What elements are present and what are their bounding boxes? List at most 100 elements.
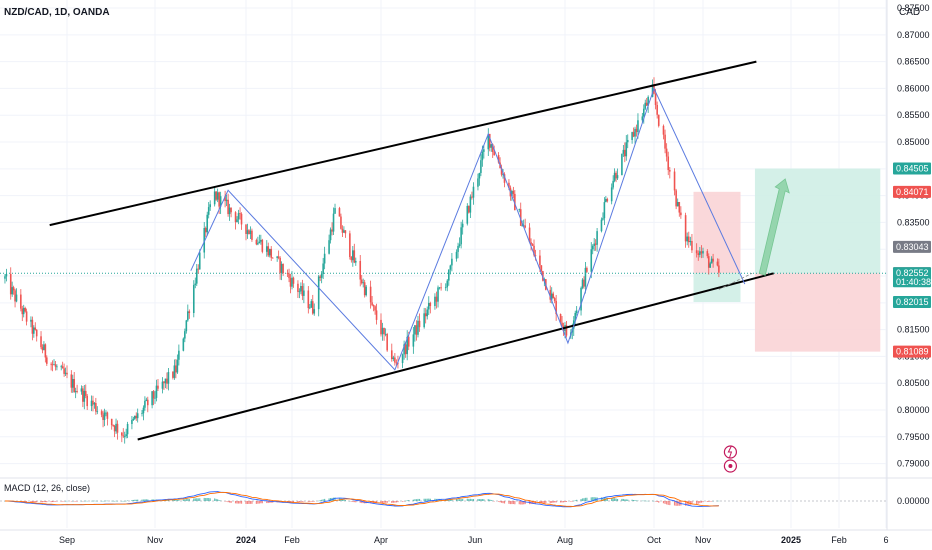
macd-histogram-bar bbox=[193, 498, 195, 501]
macd-histogram-bar bbox=[429, 498, 431, 501]
lightning-glyph-icon bbox=[727, 445, 733, 459]
candle-body bbox=[651, 84, 654, 97]
candle-body bbox=[225, 199, 228, 202]
candle-body bbox=[213, 191, 216, 205]
macd-histogram-bar bbox=[712, 500, 714, 502]
macd-histogram-bar bbox=[457, 499, 459, 501]
macd-histogram-bar bbox=[602, 497, 604, 501]
candle-body bbox=[678, 202, 681, 213]
candle-body bbox=[444, 287, 447, 289]
macd-histogram-bar bbox=[700, 501, 703, 503]
candle-body bbox=[407, 336, 410, 347]
macd-histogram-bar bbox=[224, 501, 226, 502]
candle-body bbox=[631, 132, 633, 140]
macd-histogram-bar bbox=[392, 501, 394, 503]
price-tag-value: 0.82015 bbox=[896, 297, 929, 307]
macd-histogram-bar bbox=[666, 501, 668, 505]
candle-body bbox=[493, 151, 495, 156]
candle-body bbox=[102, 414, 104, 420]
macd-histogram-bar bbox=[481, 499, 483, 501]
candle-body bbox=[176, 359, 179, 373]
macd-histogram-bar bbox=[101, 500, 103, 502]
macd-histogram-bar bbox=[307, 501, 309, 502]
candle-body bbox=[112, 425, 114, 426]
time-tick-label: 2024 bbox=[236, 535, 256, 545]
candle-body bbox=[483, 149, 485, 152]
candle-body bbox=[20, 294, 22, 309]
symbol-label[interactable]: NZD/CAD, 1D, OANDA bbox=[4, 7, 110, 18]
macd-histogram-bar bbox=[685, 501, 687, 506]
macd-histogram-bar bbox=[72, 500, 74, 502]
time-tick-label: 6 bbox=[883, 535, 888, 545]
macd-histogram-bar bbox=[267, 501, 269, 504]
candle-body bbox=[54, 364, 57, 367]
price-tag bbox=[893, 267, 931, 288]
candle-body bbox=[41, 347, 44, 351]
macd-histogram-bar bbox=[218, 500, 220, 501]
time-tick-label: Oct bbox=[647, 535, 662, 545]
macd-histogram-bar bbox=[289, 501, 292, 503]
candle-body bbox=[491, 144, 494, 152]
candle-body bbox=[602, 218, 604, 220]
macd-histogram-bar bbox=[63, 501, 65, 502]
macd-histogram-bar bbox=[583, 498, 585, 501]
macd-indicator-label[interactable]: MACD (12, 26, close) bbox=[4, 483, 91, 493]
candle-body bbox=[344, 230, 347, 234]
candle-body bbox=[550, 293, 553, 300]
candle-body bbox=[458, 244, 461, 246]
macd-histogram-bar bbox=[375, 501, 378, 504]
candle-body bbox=[96, 411, 99, 413]
candle-body bbox=[553, 298, 556, 301]
candle-body bbox=[349, 233, 351, 258]
macd-histogram-bar bbox=[562, 501, 565, 503]
candle-body bbox=[12, 287, 15, 291]
macd-histogram-bar bbox=[230, 501, 232, 503]
candle-body bbox=[375, 310, 378, 320]
candle-body bbox=[606, 199, 609, 202]
candle-body bbox=[277, 256, 280, 258]
candle-body bbox=[185, 320, 188, 332]
macd-histogram-bar bbox=[658, 501, 660, 503]
candle-body bbox=[329, 229, 332, 241]
macd-histogram-bar bbox=[611, 497, 613, 501]
macd-histogram-bar bbox=[653, 500, 655, 502]
macd-histogram-bar bbox=[716, 500, 719, 502]
candle-body bbox=[155, 385, 158, 398]
macd-histogram-bar bbox=[132, 499, 134, 501]
candle-body bbox=[319, 276, 321, 278]
candle-body bbox=[301, 286, 304, 296]
time-tick-label: Feb bbox=[831, 535, 847, 545]
candle-body bbox=[260, 239, 262, 242]
candle-body bbox=[56, 366, 58, 368]
candle-body bbox=[350, 257, 353, 261]
macd-histogram-bar bbox=[514, 501, 516, 505]
price-tag bbox=[893, 296, 931, 309]
candle-body bbox=[360, 279, 363, 284]
candle-body bbox=[384, 334, 387, 335]
macd-histogram-bar bbox=[76, 501, 78, 502]
macd-histogram-bar bbox=[686, 501, 688, 506]
candle-body bbox=[144, 400, 146, 408]
candle-body bbox=[488, 133, 491, 148]
candle-body bbox=[63, 368, 65, 374]
macd-histogram-bar bbox=[489, 499, 491, 501]
macd-histogram-bar bbox=[381, 501, 384, 504]
candle-body bbox=[406, 336, 408, 355]
candle-body bbox=[332, 213, 335, 232]
candle-body bbox=[25, 311, 28, 322]
macd-histogram-bar bbox=[545, 501, 547, 504]
macd-histogram-bar bbox=[182, 499, 184, 501]
macd-histogram-bar bbox=[403, 501, 405, 502]
candle-body bbox=[280, 263, 283, 273]
candle-body bbox=[706, 251, 709, 257]
candle-body bbox=[386, 334, 388, 351]
candle-body bbox=[512, 190, 515, 194]
candle-body bbox=[288, 273, 290, 279]
candle-body bbox=[60, 366, 63, 368]
candle-body bbox=[46, 357, 48, 364]
macd-histogram-bar bbox=[524, 501, 526, 505]
macd-histogram-bar bbox=[584, 497, 587, 501]
candle-body bbox=[311, 301, 314, 314]
